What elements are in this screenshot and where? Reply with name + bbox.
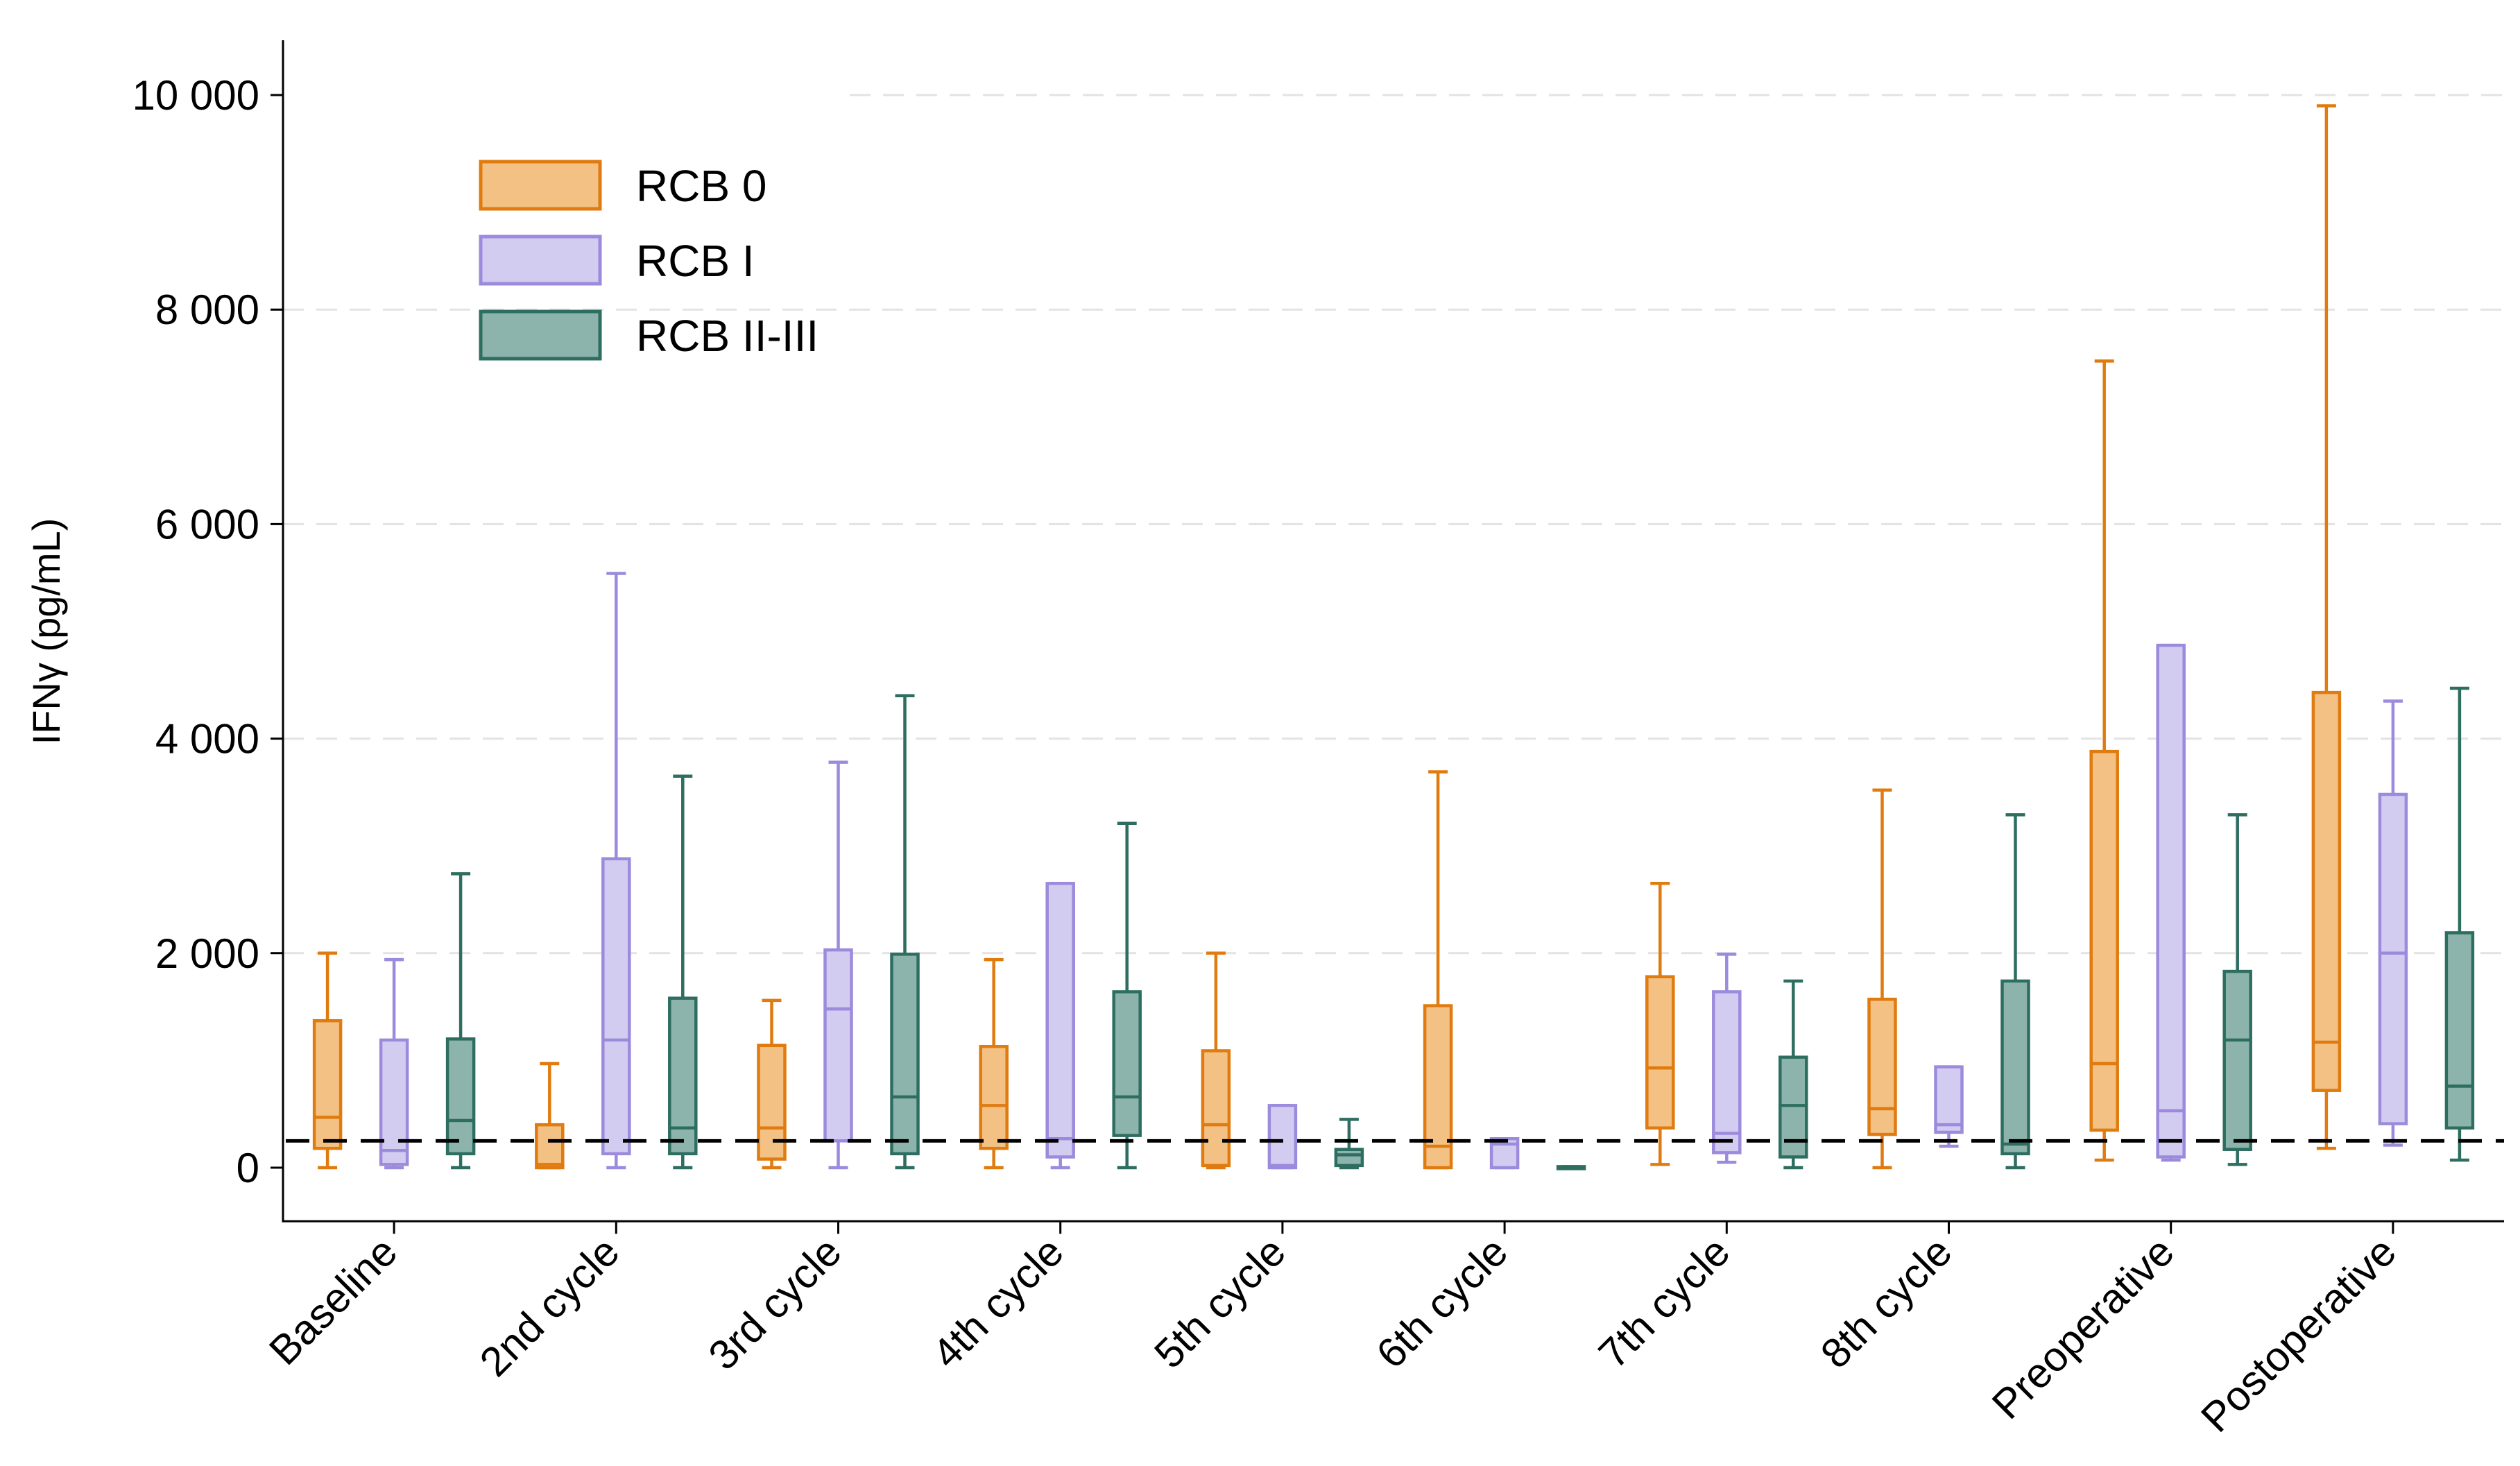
legend-label: RCB II-III (636, 311, 818, 361)
y-tick-label: 10 000 (132, 72, 259, 119)
box-iqr (890, 953, 920, 1156)
box-iqr (979, 1045, 1009, 1150)
box-iqr (1334, 1148, 1364, 1168)
box-rcb-0-5 (1201, 951, 1231, 1170)
x-tick-label: 7th cycle (1590, 1228, 1739, 1377)
box-iqr (1712, 990, 1742, 1154)
box-rcb-0-1 (312, 951, 343, 1170)
box-rcb-ii-iii-9 (2222, 813, 2252, 1166)
y-tick-label: 0 (237, 1145, 259, 1191)
box-rcb-ii-iii-10 (2444, 686, 2475, 1162)
box-rcb-ii-iii-8 (2000, 813, 2030, 1170)
box-iqr (445, 1037, 476, 1156)
legend: RCB 0 RCB I RCB II-III (479, 160, 818, 361)
box-rcb-i-6 (1489, 1137, 1520, 1170)
x-tick-label: Preoperative (1983, 1228, 2183, 1428)
box-iqr (535, 1123, 565, 1170)
box-rcb-ii-iii-1 (445, 872, 476, 1170)
legend-label: RCB 0 (636, 161, 767, 211)
box-rcb-ii-iii-3 (890, 694, 920, 1170)
y-tick-label: 4 000 (155, 716, 259, 762)
box-iqr (1423, 1004, 1453, 1170)
x-tick-label: 3rd cycle (700, 1228, 850, 1379)
box-iqr (1934, 1065, 1964, 1134)
box-iqr (312, 1018, 343, 1150)
legend-swatch (479, 235, 602, 286)
x-tick-label: 2nd cycle (471, 1228, 628, 1386)
box-rcb-i-4 (1045, 882, 1075, 1170)
box-rcb-i-1 (379, 957, 409, 1170)
box-rcb-i-7 (1712, 953, 1742, 1164)
box-iqr (1267, 1104, 1298, 1170)
box-rcb-ii-iii-5 (1334, 1118, 1364, 1170)
y-axis-label: IFNγ (pg/mL) (24, 518, 68, 745)
x-tick-label: Baseline (260, 1228, 406, 1374)
box-iqr (2089, 749, 2119, 1132)
box-rcb-i-3 (823, 760, 853, 1170)
box-iqr (2156, 643, 2186, 1159)
x-tick-label: 4th cycle (923, 1228, 1072, 1377)
y-ticks: 0 2 000 4 000 6 000 8 000 10 000 (132, 72, 283, 1191)
box-iqr (2444, 931, 2475, 1130)
legend-swatch (479, 160, 602, 211)
box-rcb-i-5 (1267, 1104, 1298, 1170)
box-rcb-i-10 (2378, 699, 2408, 1147)
x-tick-label: 5th cycle (1145, 1228, 1294, 1377)
box-iqr (1112, 990, 1142, 1137)
box-iqr (2311, 690, 2342, 1092)
box-plots (312, 104, 2475, 1170)
box-rcb-i-2 (601, 572, 631, 1170)
box-iqr (379, 1038, 409, 1166)
box-iqr (823, 948, 853, 1143)
box-rcb-0-9 (2089, 359, 2119, 1162)
box-iqr (2000, 979, 2030, 1156)
box-rcb-0-7 (1645, 882, 1675, 1166)
box-rcb-0-3 (757, 998, 787, 1170)
box-iqr (2222, 969, 2252, 1151)
box-iqr (1867, 998, 1897, 1136)
y-tick-label: 6 000 (155, 501, 259, 547)
box-rcb-0-6 (1423, 770, 1453, 1170)
box-iqr (2378, 792, 2408, 1125)
box-rcb-ii-iii-6 (1556, 1165, 1586, 1170)
box-iqr (601, 857, 631, 1156)
box-iqr (1201, 1049, 1231, 1168)
box-iqr (1645, 975, 1675, 1130)
box-rcb-i-9 (2156, 643, 2186, 1162)
box-rcb-0-4 (979, 957, 1009, 1170)
x-tick-label: 8th cycle (1812, 1228, 1961, 1377)
box-rcb-i-8 (1934, 1065, 1964, 1148)
box-rcb-0-8 (1867, 788, 1897, 1170)
box-iqr (757, 1043, 787, 1161)
box-iqr (668, 996, 698, 1156)
box-rcb-ii-iii-4 (1112, 821, 1142, 1170)
y-tick-label: 2 000 (155, 930, 259, 977)
box-rcb-0-2 (535, 1062, 565, 1170)
x-tick-label: 6th cycle (1367, 1228, 1516, 1377)
box-iqr (1045, 882, 1075, 1159)
legend-swatch (479, 309, 602, 361)
box-rcb-0-10 (2311, 104, 2342, 1150)
box-rcb-ii-iii-2 (668, 774, 698, 1170)
grid-lines (283, 94, 2504, 955)
x-tick-label: Postoperative (2192, 1228, 2405, 1441)
x-ticks: Baseline 2nd cycle 3rd cycle 4th cycle 5th c… (260, 1221, 2405, 1441)
y-tick-label: 8 000 (155, 287, 259, 333)
legend-label: RCB I (636, 236, 755, 286)
